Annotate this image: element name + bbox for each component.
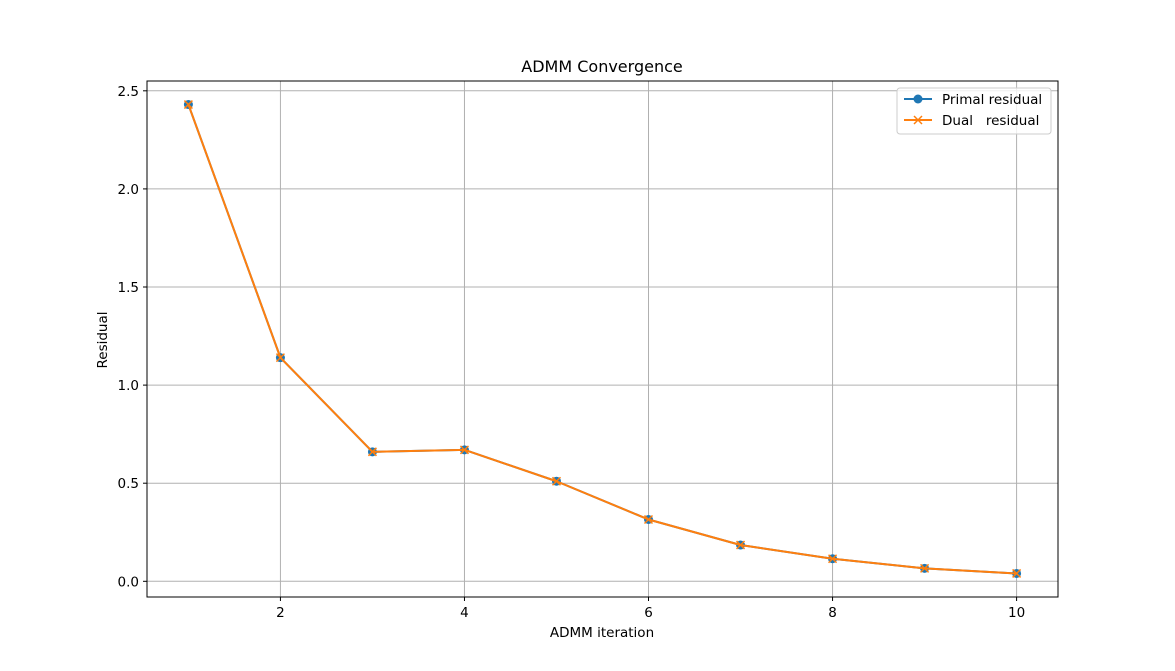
- legend: Primal residual Dual residual: [896, 87, 1052, 135]
- y-tick-label: 2.0: [118, 182, 139, 198]
- data-point-dual: [183, 100, 193, 110]
- legend-label-dual: Dual residual: [942, 113, 1039, 129]
- ticks: 2 4 6 8 10 0.0 0.5 1.0 1.5 2.0 2.5: [118, 84, 1026, 621]
- data-point-dual: [920, 563, 930, 573]
- data-point-dual: [643, 514, 654, 525]
- chart-title: ADMM Convergence: [521, 57, 682, 76]
- y-tick-label: 0.0: [118, 574, 139, 590]
- x-tick-label: 10: [1008, 605, 1025, 621]
- series-layer: [183, 100, 1022, 578]
- x-tick-label: 2: [276, 605, 285, 621]
- data-point-dual: [275, 353, 285, 363]
- y-tick-label: 0.5: [118, 476, 139, 492]
- legend-label-primal: Primal residual: [942, 92, 1042, 108]
- x-tick-label: 4: [460, 605, 469, 621]
- data-point-dual: [367, 447, 377, 457]
- data-point-dual: [459, 445, 470, 455]
- legend-box: [896, 87, 1052, 135]
- data-point-dual: [1012, 568, 1022, 578]
- series-line-dual: [187, 104, 1017, 575]
- y-tick-label: 1.0: [118, 378, 139, 394]
- y-tick-label: 1.5: [118, 280, 139, 296]
- x-axis-label: ADMM iteration: [550, 625, 654, 641]
- x-tick-label: 8: [828, 605, 837, 621]
- data-point-dual: [828, 554, 838, 564]
- y-tick-label: 2.5: [118, 84, 139, 100]
- data-point-dual: [551, 476, 562, 486]
- legend-marker-dual: [913, 115, 923, 125]
- legend-marker-primal: [913, 94, 923, 104]
- data-point-dual: [735, 540, 746, 550]
- plot-area-frame: [146, 80, 1059, 598]
- x-tick-label: 6: [644, 605, 653, 621]
- y-axis-label: Residual: [95, 311, 111, 368]
